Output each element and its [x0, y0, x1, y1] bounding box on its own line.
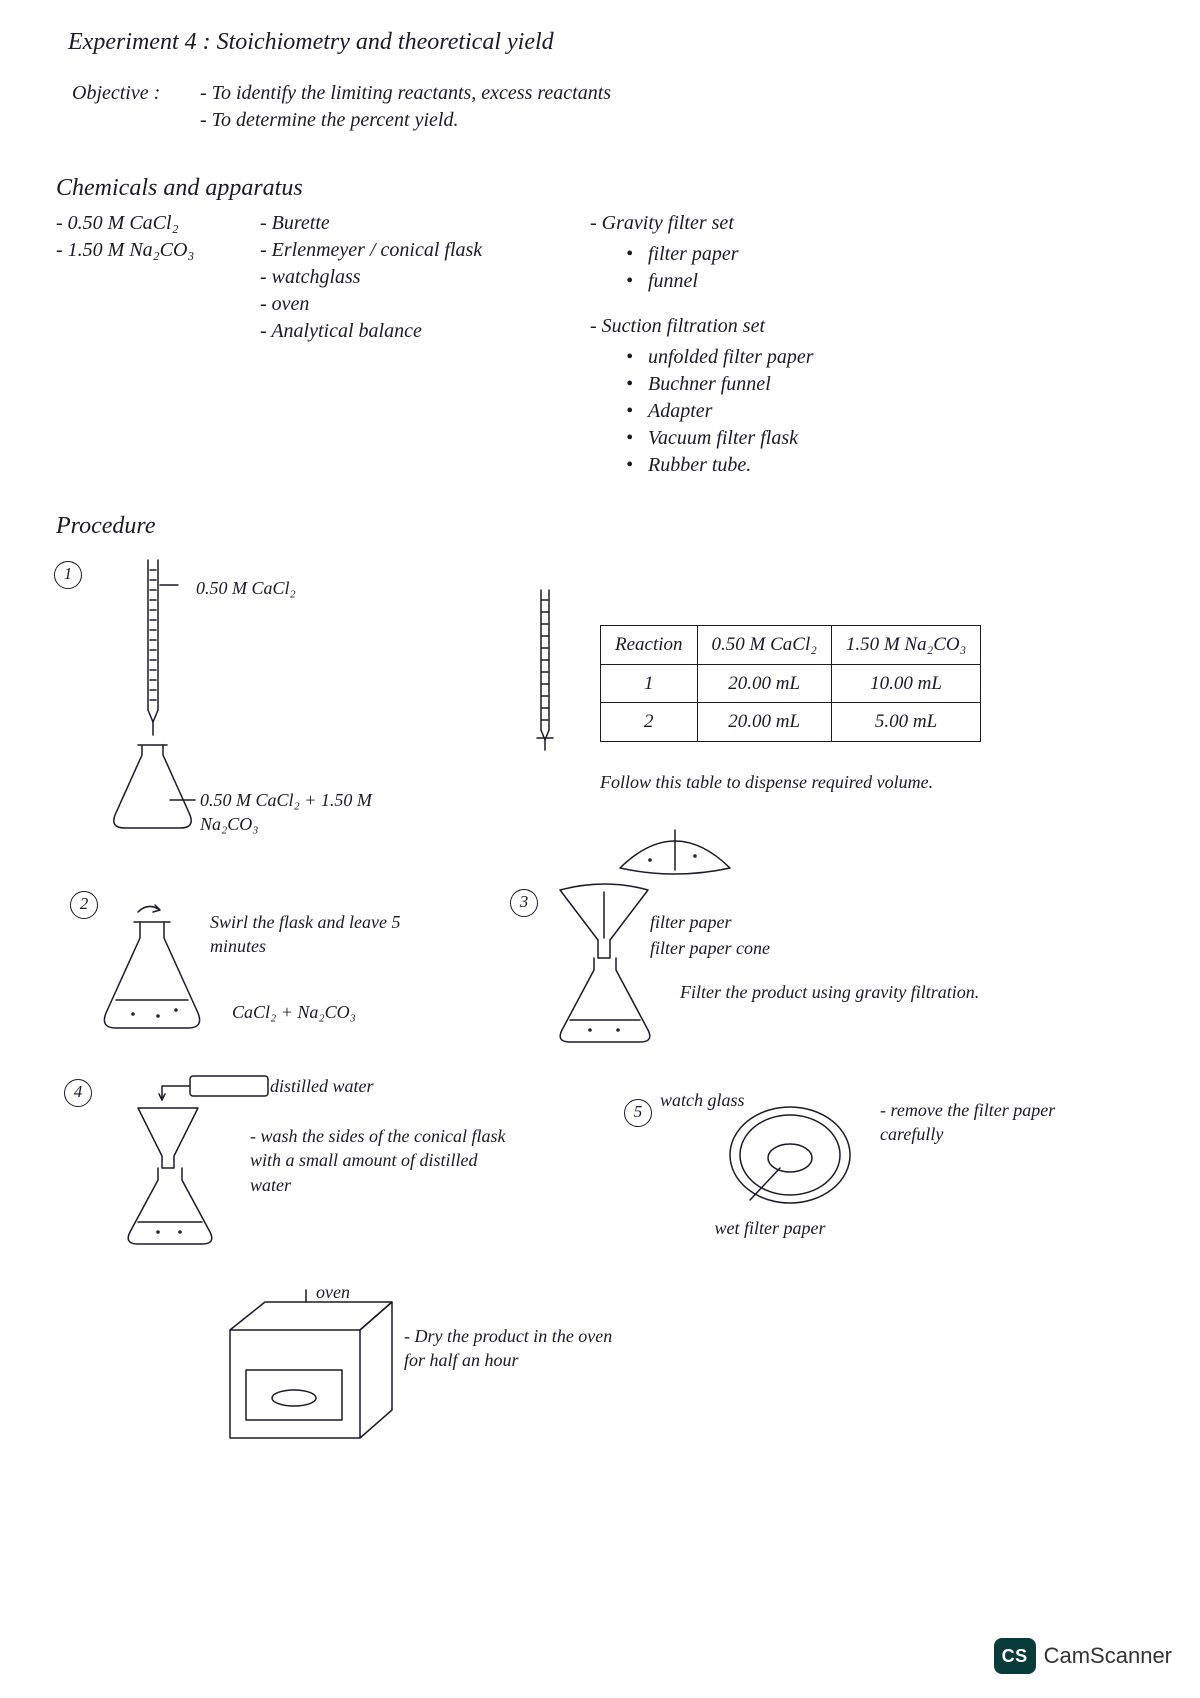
reaction-table: Reaction 0.50 M CaCl₂ 1.50 M Na₂CO₃ 120.…: [600, 625, 981, 742]
watch-glass-icon: [720, 1100, 860, 1220]
step2-text: Swirl the flask and leave 5 minutes: [210, 910, 430, 959]
camscanner-badge-icon: CS: [994, 1638, 1036, 1674]
table-row: 220.00 mL5.00 mL: [601, 703, 981, 742]
table-row: 120.00 mL10.00 mL: [601, 664, 981, 703]
flask-contents-label: 0.50 M CaCl₂ + 1.50 M Na₂CO₃: [200, 788, 400, 837]
oven-text: - Dry the product in the oven for half a…: [404, 1324, 634, 1373]
list-item: 0.50 M CaCl₂: [56, 210, 194, 237]
gravity-filter-items: filter paper funnel: [626, 241, 814, 295]
step3-text: Filter the product using gravity filtrat…: [680, 980, 1000, 1004]
list-item: Adapter: [626, 398, 814, 425]
step-number-4: 4: [64, 1079, 92, 1107]
step2-reaction: CaCl₂ + Na₂CO₃: [232, 1000, 356, 1024]
burette-small-icon: [525, 590, 565, 760]
oven-icon: [210, 1290, 400, 1450]
gravity-filtration-icon: [540, 880, 670, 1050]
objective-list: To identify the limiting reactants, exce…: [200, 80, 980, 134]
list-item: Rubber tube.: [626, 452, 814, 479]
table-header: 0.50 M CaCl₂: [697, 626, 831, 665]
table-caption: Follow this table to dispense required v…: [600, 770, 960, 794]
list-item: unfolded filter paper: [626, 344, 814, 371]
list-item: watchglass: [260, 264, 482, 291]
list-item: filter paper: [626, 241, 814, 268]
wash-flask-icon: [110, 1102, 230, 1252]
suction-filter-items: unfolded filter paper Buchner funnel Ada…: [626, 344, 814, 479]
list-item: To identify the limiting reactants, exce…: [200, 80, 980, 107]
camscanner-watermark: CS CamScanner: [994, 1638, 1172, 1674]
list-item: funnel: [626, 268, 814, 295]
step-number-5: 5: [624, 1099, 652, 1127]
oven-label: oven: [316, 1280, 350, 1304]
step4-text: - wash the sides of the conical flask wi…: [250, 1124, 510, 1197]
swirl-flask-icon: [88, 888, 218, 1038]
apparatus-col2: Burette Erlenmeyer / conical flask watch…: [260, 210, 482, 345]
camscanner-name: CamScanner: [1044, 1641, 1172, 1671]
experiment-title: Experiment 4 : Stoichiometry and theoret…: [68, 26, 554, 58]
burette-flask-icon: [100, 560, 200, 840]
distilled-water-label: distilled water: [270, 1074, 374, 1098]
suction-filter-label: - Suction filtration set: [590, 313, 814, 340]
step3-filter-paper: filter paper: [650, 910, 732, 934]
list-item: Vacuum filter flask: [626, 425, 814, 452]
procedure-heading: Procedure: [56, 510, 156, 542]
objective-label: Objective :: [72, 80, 160, 107]
wet-filter-label: wet filter paper: [700, 1216, 840, 1240]
list-item: To determine the percent yield.: [200, 107, 980, 134]
step5-text: - remove the filter paper carefully: [880, 1098, 1080, 1147]
table-header: Reaction: [601, 626, 698, 665]
list-item: Burette: [260, 210, 482, 237]
list-item: oven: [260, 291, 482, 318]
list-item: Analytical balance: [260, 318, 482, 345]
gravity-filter-label: - Gravity filter set: [590, 210, 814, 237]
table-header: 1.50 M Na₂CO₃: [831, 626, 980, 665]
burette-label: 0.50 M CaCl₂: [196, 576, 296, 600]
list-item: Buchner funnel: [626, 371, 814, 398]
list-item: 1.50 M Na₂CO₃: [56, 237, 194, 264]
chem-app-heading: Chemicals and apparatus: [56, 172, 303, 204]
filter-cone-icon: [610, 820, 740, 880]
chemicals-col1: 0.50 M CaCl₂ 1.50 M Na₂CO₃: [56, 210, 194, 264]
step-number-3: 3: [510, 889, 538, 917]
step-number-1: 1: [54, 561, 82, 589]
step3-filter-cone: filter paper cone: [650, 936, 770, 960]
list-item: Erlenmeyer / conical flask: [260, 237, 482, 264]
